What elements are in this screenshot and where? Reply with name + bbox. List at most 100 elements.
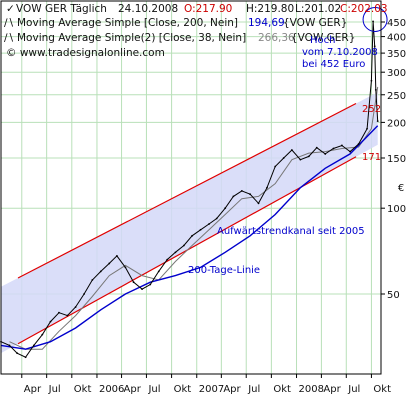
header-line-1: ✓ VOW GER Täglich 24.10.2008 O:217.90 H:… (6, 3, 388, 15)
price-point (116, 255, 118, 257)
price-point (191, 234, 193, 237)
price-point (232, 195, 235, 198)
price-point (341, 144, 343, 147)
x-tick-label: 2007 (199, 384, 224, 395)
price-point (58, 311, 60, 314)
price-point (290, 149, 293, 151)
price-point (249, 193, 251, 196)
price-point (240, 189, 243, 192)
header-date: 24.10.2008 (118, 3, 178, 15)
peak-annotation-line-3: bei 452 Euro (302, 59, 365, 70)
x-tick-label: Okt (373, 384, 391, 395)
price-point (332, 147, 335, 150)
price-line (0, 21, 379, 358)
ma38-legend: Moving Average Simple(2) [Close, 38, Nei… (17, 32, 246, 44)
price-point (174, 251, 177, 254)
price-point (366, 127, 368, 130)
price-point (307, 155, 310, 158)
price-point (124, 266, 127, 269)
price-point (274, 165, 277, 168)
x-tick-label: Apr (223, 384, 241, 395)
ma38-line (9, 86, 379, 350)
price-point (224, 207, 227, 210)
y-tick-label: 100 (387, 204, 406, 215)
ma200-legend: Moving Average Simple [Close, 200, Nein] (17, 17, 238, 29)
ma200-legend-value: 194,69 (248, 17, 285, 29)
price-points (0, 20, 379, 359)
ma38-legend-value: 266,36 (258, 32, 295, 44)
price-point (324, 153, 327, 155)
x-tick-label: Okt (174, 384, 192, 395)
plot-frame (0, 0, 382, 375)
y-tick-label: 400 (387, 33, 406, 44)
price-point (357, 143, 360, 145)
price-point (372, 20, 374, 23)
peak-annotation: Hoch vom 7.10.2008 bei 452 Euro (302, 35, 381, 70)
price-point (149, 283, 152, 286)
instrument-name: VOW GER Täglich (16, 3, 107, 15)
x-tick-label: Jul (347, 384, 360, 395)
price-point (182, 244, 185, 247)
y-tick-label: 200 (387, 118, 406, 129)
price-point (257, 202, 260, 205)
price-point (16, 352, 19, 355)
price-point (370, 79, 373, 82)
trend-channel-upper-line (17, 102, 357, 279)
ma38-legend-ticker: {VOW GER} (291, 32, 355, 44)
price-point (157, 270, 160, 273)
y-tick-label: 150 (387, 154, 406, 165)
ma200-legend-ticker: {VOW GER} (283, 17, 347, 29)
x-tick-label: 2006 (99, 384, 124, 395)
header-line-3: ∕∖ Moving Average Simple(2) [Close, 38, … (4, 32, 355, 44)
price-point (83, 293, 86, 295)
currency-symbol: € (398, 183, 404, 194)
header-close: C:202.03 (340, 3, 388, 15)
price-point (166, 258, 169, 261)
price-point (91, 279, 94, 281)
x-tick-label: Jul (48, 384, 61, 395)
price-point (199, 228, 202, 231)
price-point (315, 146, 318, 149)
price-point (41, 333, 44, 336)
price-point (8, 344, 11, 347)
peak-annotation-line-2: vom 7.10.2008 (302, 47, 378, 58)
price-point (32, 344, 35, 347)
price-point (282, 157, 285, 159)
y-tick-label: 50 (387, 290, 400, 301)
x-axis: Apr Jul Okt 2006 Apr Jul Okt 2007 Apr Jul Okt 2008 A… (21, 374, 391, 395)
price-point (299, 158, 302, 161)
x-tick-label: Okt (273, 384, 291, 395)
price-point (373, 45, 376, 48)
ma200-line (0, 125, 379, 350)
header-low: L:201.02 (295, 3, 341, 15)
x-tick-label: Apr (24, 384, 42, 395)
peak-circle-marker (362, 6, 388, 32)
price-point (208, 223, 210, 225)
header-open: O:217.90 (184, 3, 232, 15)
price-point (141, 288, 143, 291)
price-point (99, 270, 102, 273)
price-point (74, 306, 77, 308)
x-tick-label: Jul (247, 384, 260, 395)
level-label-upper: 252 (362, 104, 381, 115)
x-tick-label: Apr (124, 384, 142, 395)
price-point (215, 217, 218, 220)
y-tick-label: 300 (387, 68, 406, 79)
y-axis: 450 400 350 300 250 200 150 100 50 (381, 18, 406, 301)
x-tick-label: Jul (147, 384, 160, 395)
y-tick-label: 350 (387, 49, 406, 60)
y-tick-label: 250 (387, 91, 406, 102)
price-point (24, 356, 27, 359)
copyright: © www.tradesignalonline.com (6, 47, 165, 59)
chart-header: ✓ VOW GER Täglich 24.10.2008 O:217.90 H:… (4, 3, 388, 59)
price-point (349, 150, 352, 153)
price-point (376, 120, 379, 123)
price-point (66, 314, 69, 317)
price-point (49, 320, 52, 323)
price-point (374, 89, 377, 91)
header-high: H:219.80 (246, 3, 294, 15)
level-label-lower: 171 (362, 152, 381, 163)
price-point (266, 186, 268, 189)
